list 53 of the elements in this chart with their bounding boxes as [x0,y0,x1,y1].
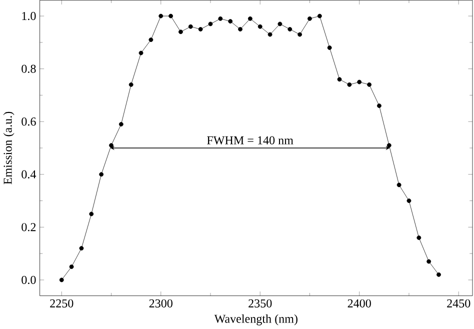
point [416,236,422,240]
point [109,143,114,148]
y-tick-label: 1.0 [22,12,36,20]
point [396,182,402,188]
point [347,82,352,88]
point [138,50,144,56]
point [436,272,441,278]
point [168,14,173,18]
y-tick-label: 0.2 [22,223,36,232]
point [426,259,432,264]
point [337,77,342,82]
point [298,32,302,37]
point [198,27,203,32]
point [278,22,282,26]
point [317,14,322,18]
x-tick-label: 2400 [348,299,371,308]
point [406,198,412,204]
point [99,172,104,177]
point [59,278,64,282]
point [357,80,362,84]
point [386,143,392,148]
point [208,22,213,26]
x-axis-title: Wavelength (nm) [214,314,298,326]
x-tick-label: 2250 [50,299,74,308]
point [258,24,262,29]
y-axis-title: Emission (a.u.) [3,112,14,184]
point [238,27,242,32]
point [218,16,223,22]
y-tick-label: 0.6 [22,118,36,126]
point [128,82,134,88]
point [248,16,252,22]
x-tick-label: 2300 [149,299,172,308]
point [69,264,74,270]
point [89,212,94,216]
y-tick-label: 0.8 [22,64,36,74]
point [376,104,382,108]
point [327,46,332,50]
point [228,19,233,24]
point [158,14,164,18]
x-tick-label: 2450 [447,299,470,308]
point [268,32,272,37]
y-tick-label: 0.4 [22,170,36,179]
point [308,16,312,22]
x-tick-label: 2350 [248,299,272,308]
point [367,82,372,88]
point [188,24,193,29]
point [148,38,154,42]
point [79,246,84,251]
point [288,27,292,32]
y-tick-label: 0.0 [22,276,36,284]
point [118,122,124,127]
point [178,30,183,34]
annotation: FWHM = 140 nm [207,136,294,145]
